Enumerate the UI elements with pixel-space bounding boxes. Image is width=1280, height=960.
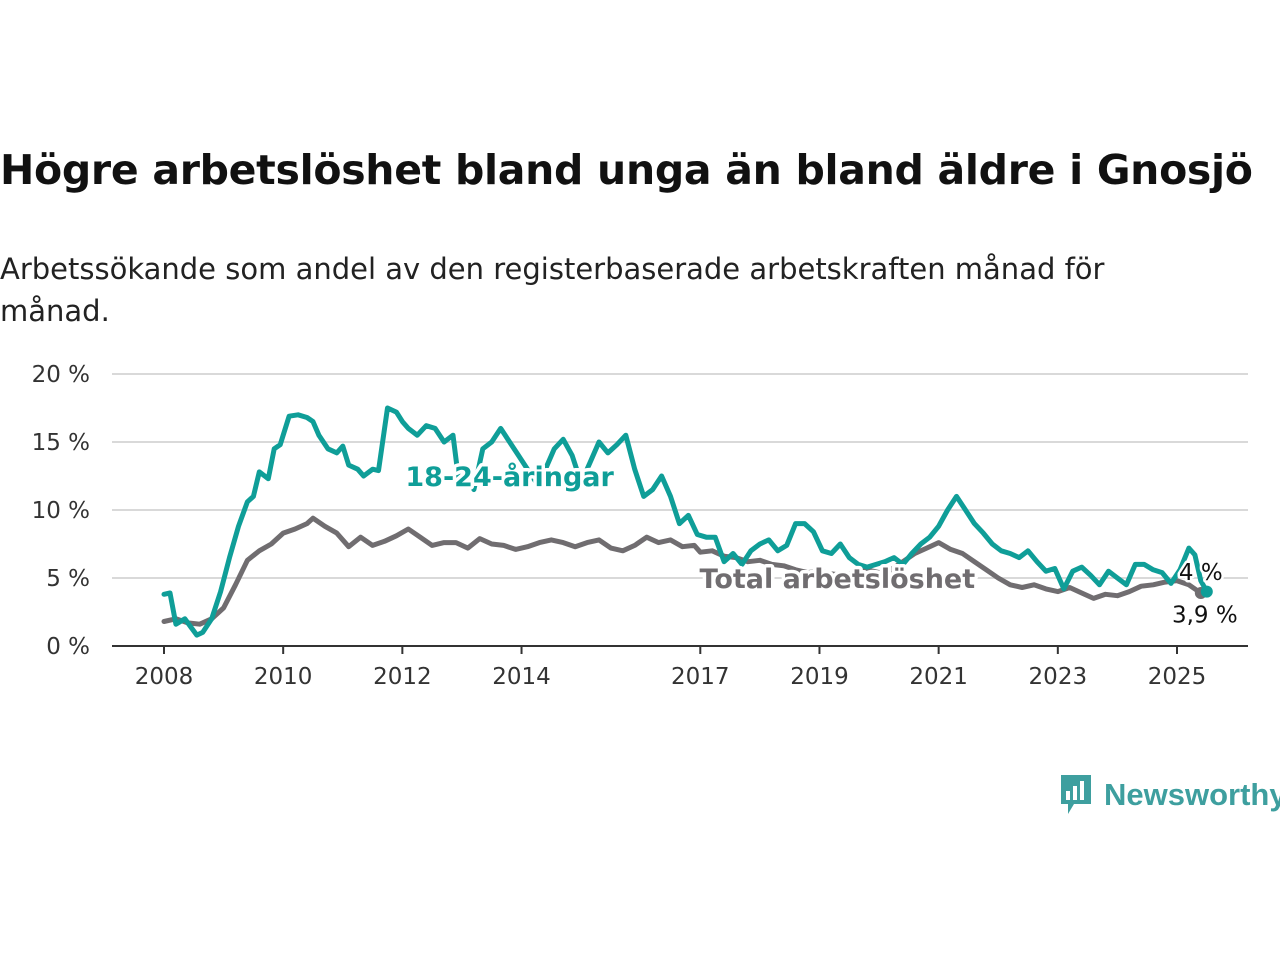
chart-subtitle: Arbetssökande som andel av den registerb… — [0, 252, 1105, 328]
x-tick-label: 2023 — [1029, 664, 1088, 690]
series-label-total: Total arbetslöshet — [700, 564, 976, 595]
brand-logo[interactable]: Newsworthy — [1058, 772, 1280, 818]
y-tick-label: 20 % — [32, 362, 90, 388]
x-tick-label: 2012 — [373, 664, 432, 690]
y-tick-label: 15 % — [32, 430, 90, 456]
series-label-youth: 18-24-åringar — [405, 461, 614, 493]
series-end-point — [1200, 585, 1213, 598]
chart-title: Högre arbetslöshet bland unga än bland ä… — [0, 146, 1253, 194]
axes: 0 % 5 % 10 % 15 % 20 % 2008 2010 2012 2014 2017 20… — [32, 362, 1248, 690]
end-label-youth: 4 % — [1179, 560, 1223, 586]
series-line-youth — [161, 405, 1210, 638]
end-label-total: 3,9 % — [1172, 603, 1238, 629]
series-line-total — [161, 515, 1204, 627]
x-tick-label: 2017 — [671, 664, 730, 690]
x-tick-label: 2014 — [492, 664, 551, 690]
series-lines — [161, 405, 1213, 638]
y-tick-label: 10 % — [32, 498, 90, 524]
x-tick-label: 2025 — [1148, 664, 1207, 690]
brand-name: Newsworthy — [1104, 777, 1280, 812]
x-tick-label: 2008 — [135, 664, 194, 690]
y-tick-label: 5 % — [46, 566, 90, 592]
x-tick-label: 2019 — [790, 664, 849, 690]
series-labels: Total arbetslöshet 18-24-åringar 4 % 3,9 % — [402, 458, 1240, 632]
y-tick-label: 0 % — [46, 634, 90, 660]
x-tick-label: 2010 — [254, 664, 313, 690]
line-chart: 0 % 5 % 10 % 15 % 20 % 2008 2010 2012 2014 2017 20… — [32, 362, 1248, 690]
newsworthy-logo-icon — [1061, 775, 1091, 814]
x-tick-label: 2021 — [909, 664, 968, 690]
